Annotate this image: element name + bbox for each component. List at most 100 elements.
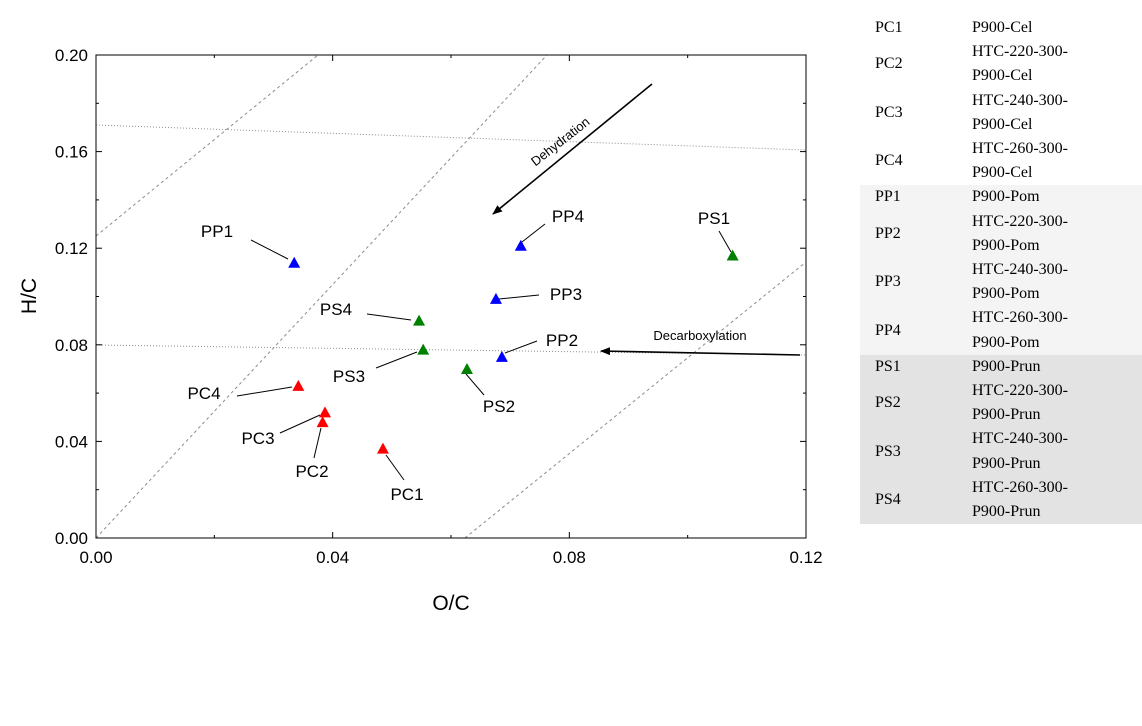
- diagonal-guide-1: [95, 54, 319, 237]
- leader-PC1: [385, 454, 405, 481]
- diagonal-guide-3: [464, 261, 807, 539]
- legend-row-PP2: PP2 HTC-220-300-: [860, 209, 1142, 242]
- legend-code: PC2: [875, 55, 903, 73]
- legend-code: PS3: [875, 442, 901, 460]
- legend-sample-name: P900-Cel: [972, 67, 1033, 85]
- legend-row-PC1: PC1 P900-Cel: [860, 16, 1142, 41]
- sample-legend-table: PC1 P900-Cel PC2 HTC-220-300- P900-Cel PC3 HTC…: [860, 16, 1142, 525]
- legend-code: PP3: [875, 273, 901, 291]
- point-label-PC1: PC1: [390, 485, 423, 504]
- y-tick-label: 0.04: [55, 432, 88, 451]
- marker-PP2: [495, 350, 508, 362]
- y-tick-label: 0.08: [55, 336, 88, 355]
- dehydration-arrow: [492, 83, 653, 215]
- legend-sample-name: HTC-240-300-: [972, 430, 1068, 448]
- legend-code: PP1: [875, 188, 901, 206]
- point-label-PP4: PP4: [552, 207, 584, 226]
- legend-sample-name: HTC-220-300-: [972, 43, 1068, 61]
- legend-code: PC1: [875, 19, 903, 36]
- point-label-PS1: PS1: [698, 209, 730, 228]
- legend-code: PC4: [875, 152, 903, 170]
- y-tick-label: 0.12: [55, 239, 88, 258]
- legend-row-PS2: PS2 HTC-220-300-: [860, 379, 1142, 411]
- legend-sample-name: P900-Cel: [972, 19, 1033, 36]
- legend-sample-name: P900-Prun: [972, 406, 1041, 424]
- y-tick-label: 0.20: [55, 46, 88, 65]
- x-tick-label: 0.12: [789, 548, 822, 567]
- y-tick-label: 0.00: [55, 529, 88, 548]
- legend-row-PC2: PC2 HTC-220-300-: [860, 40, 1142, 72]
- marker-PS2: [460, 362, 473, 374]
- legend-sample-name: HTC-220-300-: [972, 382, 1068, 400]
- leader-PP2: [504, 340, 538, 354]
- legend-sample-name: P900-Pom: [972, 285, 1040, 303]
- point-label-PP3: PP3: [550, 285, 582, 304]
- leader-PC3: [279, 414, 321, 434]
- data-points: [288, 239, 739, 454]
- legend-sample-name: P900-Prun: [972, 357, 1041, 375]
- legend-sample-name: P900-Cel: [972, 115, 1033, 133]
- leader-PS1: [718, 230, 732, 253]
- marker-PP3: [489, 292, 502, 304]
- legend-code: PS1: [875, 357, 901, 375]
- marker-PC4: [292, 379, 305, 391]
- legend-row-PP1: PP1 P900-Pom: [860, 185, 1142, 210]
- marker-PP4: [514, 239, 527, 251]
- diagonal-guide-2: [95, 54, 548, 539]
- point-label-PS3: PS3: [333, 367, 365, 386]
- legend-sample-name: P900-Pom: [972, 333, 1040, 351]
- legend-row-PS4: PS4 HTC-260-300-: [860, 475, 1142, 508]
- x-axis-title: O/C: [432, 592, 469, 615]
- legend-sample-name: HTC-260-300-: [972, 478, 1068, 496]
- point-labels: PC1 PC2 PC3 PC4 PP1 PP2 PP3 PP4 PS1 PS2 …: [187, 207, 730, 504]
- legend-code: PP2: [875, 224, 901, 242]
- leader-PP4: [521, 223, 546, 243]
- legend-sample-name: P900-Prun: [972, 503, 1041, 521]
- legend-sample-name: P900-Prun: [972, 454, 1041, 472]
- legend-row-PP3: PP3 HTC-240-300-: [860, 258, 1142, 290]
- legend-row-PP4: PP4 HTC-260-300-: [860, 306, 1142, 339]
- x-tick-label: 0.04: [316, 548, 349, 567]
- marker-PC3: [318, 406, 331, 418]
- axis-ticks: [95, 54, 807, 539]
- legend-sample-name: P900-Pom: [972, 188, 1040, 206]
- leader-PC4: [236, 386, 293, 397]
- legend-sample-name: HTC-240-300-: [972, 261, 1068, 279]
- decarboxylation-label: Decarboxylation: [653, 328, 746, 343]
- leader-PS2: [465, 373, 485, 396]
- legend-sample-name: P900-Pom: [972, 236, 1040, 254]
- horizontal-guide-1: [95, 124, 807, 151]
- legend-sample-name: HTC-260-300-: [972, 140, 1068, 158]
- point-label-PS4: PS4: [320, 300, 352, 319]
- leader-PC2: [313, 427, 322, 459]
- leader-PS4: [366, 313, 412, 321]
- marker-PS4: [413, 314, 426, 326]
- x-tick-label: 0.00: [79, 548, 112, 567]
- point-label-PC2: PC2: [295, 462, 328, 481]
- legend-row-PC3: PC3 HTC-240-300-: [860, 88, 1142, 121]
- legend-row-PS1: PS1 P900-Prun: [860, 354, 1142, 380]
- legend-sample-name: HTC-240-300-: [972, 91, 1068, 109]
- legend-code: PS4: [875, 490, 901, 508]
- marker-PC2: [316, 416, 329, 428]
- leader-PP1: [250, 239, 289, 260]
- decarboxylation-arrow: [600, 347, 801, 356]
- legend-row-PS3: PS3 HTC-240-300-: [860, 427, 1142, 460]
- point-label-PP2: PP2: [546, 331, 578, 350]
- point-label-PP1: PP1: [201, 222, 233, 241]
- label-leader-lines: [236, 223, 732, 481]
- x-tick-label: 0.08: [553, 548, 586, 567]
- point-label-PC3: PC3: [241, 429, 274, 448]
- point-label-PC4: PC4: [187, 384, 220, 403]
- leader-PP3: [498, 294, 540, 300]
- marker-PS1: [726, 249, 739, 261]
- legend-code: PP4: [875, 321, 901, 339]
- scatter-chart: 0.00 0.04 0.08 0.12 0.00 0.04 0.08 0.12 0.16 0.20…: [18, 46, 823, 615]
- y-tick-label: 0.16: [55, 143, 88, 162]
- marker-PS3: [417, 343, 430, 355]
- legend-sample-name: HTC-220-300-: [972, 212, 1068, 230]
- plot-frame: [95, 54, 807, 539]
- axis-tick-labels: 0.00 0.04 0.08 0.12 0.00 0.04 0.08 0.12 0.16 0.20: [55, 46, 823, 567]
- point-label-PS2: PS2: [483, 397, 515, 416]
- legend-sample-name: P900-Cel: [972, 164, 1033, 182]
